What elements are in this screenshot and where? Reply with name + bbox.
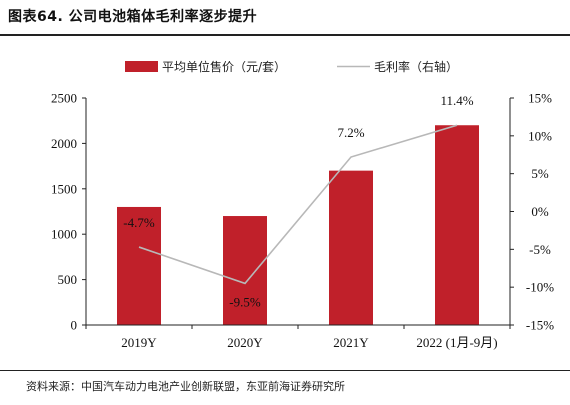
figure-title: 图表64. 公司电池箱体毛利率逐步提升	[8, 9, 258, 25]
legend: 平均单位售价（元/套） 毛利率（右轴）	[125, 59, 458, 74]
left-tick-label: 1000	[51, 227, 77, 242]
data-label: -9.5%	[229, 294, 261, 309]
bar	[223, 216, 267, 325]
left-tick-label: 500	[58, 272, 78, 287]
margin-line	[138, 124, 458, 285]
bar	[329, 170, 373, 325]
left-tick-label: 2500	[51, 91, 77, 106]
bar	[117, 206, 161, 325]
right-tick-label: -5%	[529, 242, 551, 257]
right-tick-label: 10%	[528, 128, 552, 143]
data-label: -4.7%	[123, 215, 155, 230]
x-tick-label: 2021Y	[333, 335, 369, 350]
right-tick-label: -10%	[526, 280, 554, 295]
left-tick-label: 2000	[51, 136, 77, 151]
legend-label-bar: 平均单位售价（元/套）	[162, 59, 286, 74]
data-labels: -4.7% -9.5% 7.2% 11.4%	[123, 93, 473, 309]
x-tick-label: 2022 (1月-9月)	[416, 335, 497, 350]
x-tick-label: 2019Y	[121, 335, 157, 350]
right-tick-label: -15%	[526, 318, 554, 333]
left-tick-label: 0	[71, 318, 78, 333]
right-tick-label: 0%	[531, 204, 549, 219]
data-label: 7.2%	[337, 125, 364, 140]
bar-series	[117, 125, 479, 326]
line-series	[138, 124, 458, 285]
legend-label-line: 毛利率（右轴）	[374, 59, 458, 74]
x-tick-label: 2020Y	[227, 335, 263, 350]
bar	[435, 125, 479, 326]
source-note: 资料来源：中国汽车动力电池产业创新联盟，东亚前海证券研究所	[26, 380, 345, 393]
left-tick-label: 1500	[51, 181, 77, 196]
chart: 平均单位售价（元/套） 毛利率（右轴） 0 500 1000 1500 2000 2500 -…	[51, 59, 554, 351]
title-rule	[0, 34, 570, 36]
axes: 0 500 1000 1500 2000 2500 -15% -10% -5% 0% 5% 10% 15…	[51, 91, 554, 351]
source-rule	[0, 370, 570, 371]
right-tick-label: 5%	[531, 166, 549, 181]
right-tick-label: 15%	[528, 91, 552, 106]
data-label: 11.4%	[440, 93, 473, 108]
legend-swatch-bar	[125, 61, 158, 72]
